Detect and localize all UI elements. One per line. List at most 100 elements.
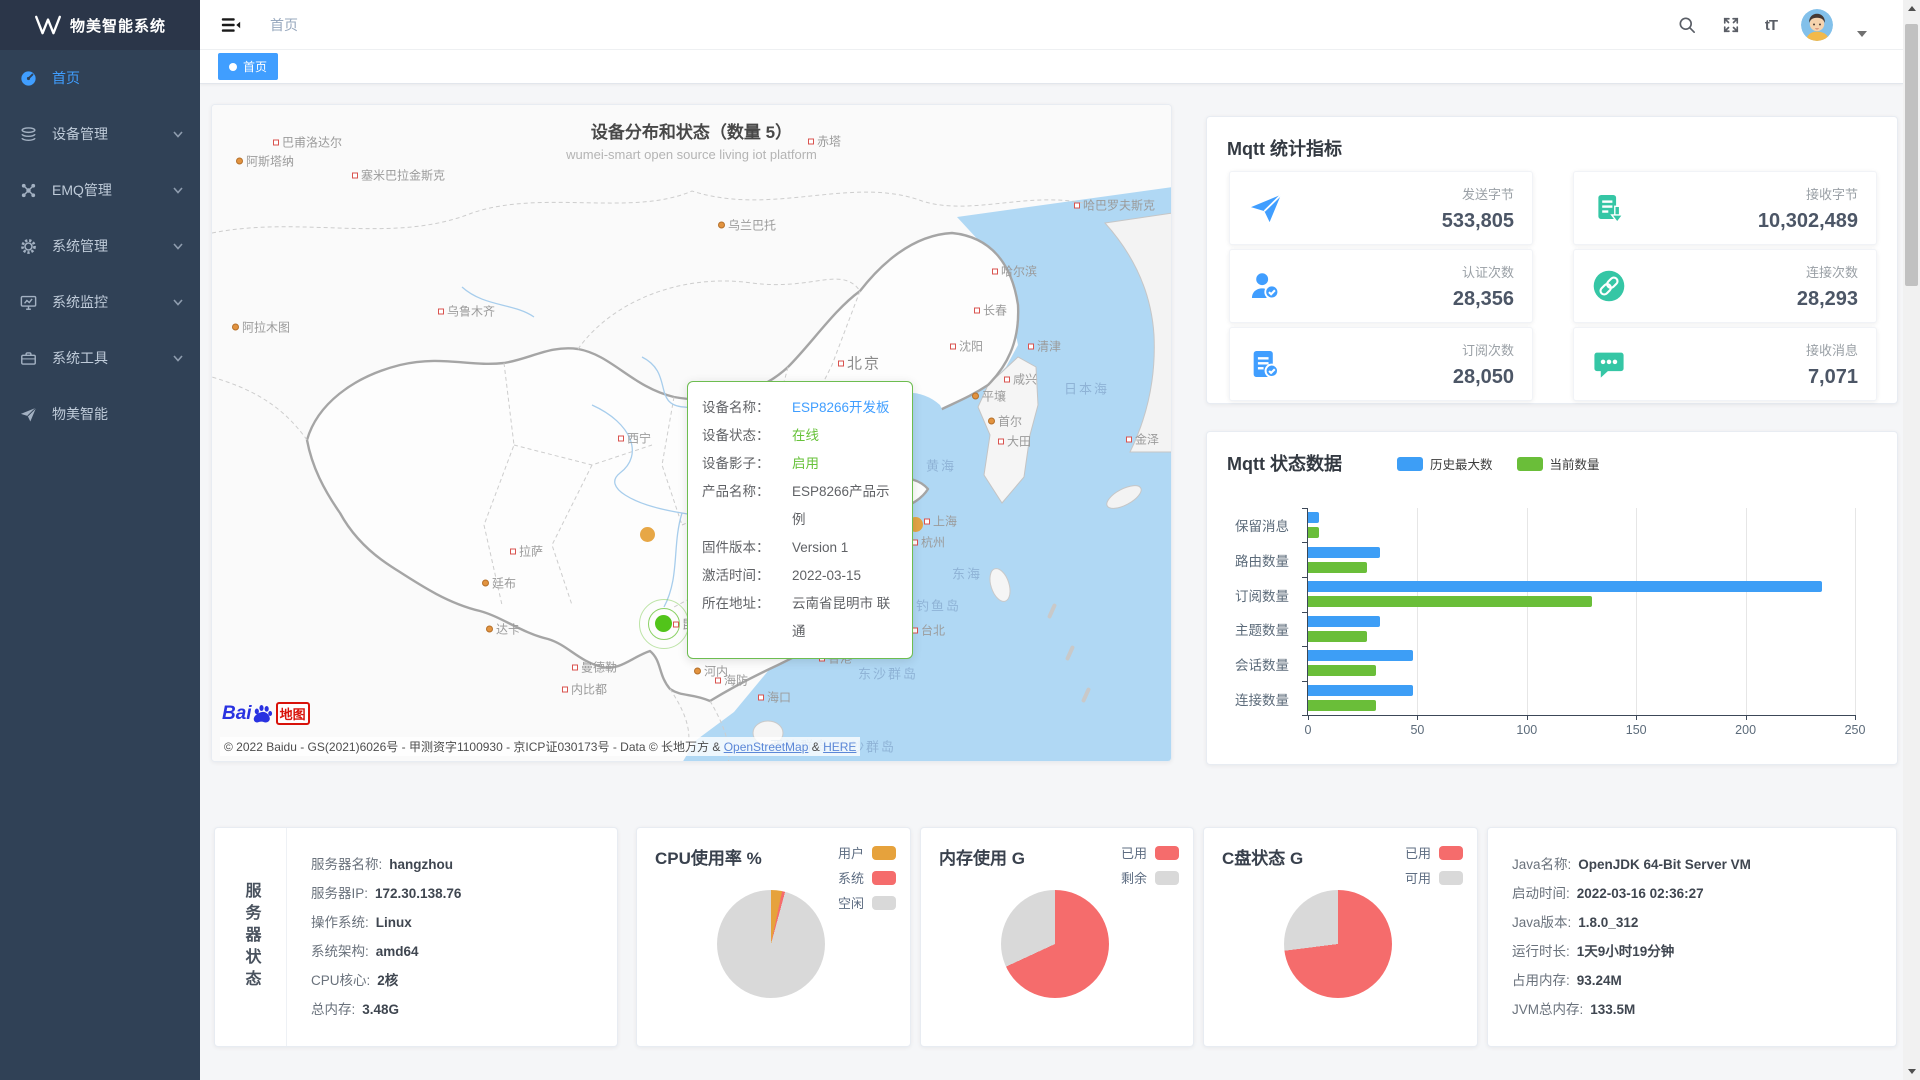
breadcrumb[interactable]: 首页 (270, 16, 298, 33)
capital-marker (718, 221, 725, 229)
here-link[interactable]: HERE (823, 740, 857, 754)
baidu-paw-icon (253, 704, 273, 723)
tooltip-label: 产品名称： (702, 484, 770, 499)
legend-item-系统[interactable]: 系统 (838, 865, 896, 890)
device-map-panel: 设备分布和状态（数量 5） wumei-smart open source li… (211, 104, 1172, 762)
y-tick (1302, 542, 1307, 544)
disk-status-panel: C盘状态 G 已用 可用 (1203, 827, 1478, 1047)
city-marker (924, 518, 930, 524)
gridline (1636, 508, 1638, 715)
bar-当前数量-订阅数量 (1308, 596, 1593, 608)
map-label-北京: 北京 (838, 353, 881, 374)
stat-card-认证次数: 认证次数 28,356 (1229, 249, 1533, 323)
paper-plane-icon (18, 404, 38, 424)
tooltip-value[interactable]: ESP8266开发板 (792, 400, 890, 415)
send-icon (1248, 190, 1284, 226)
bar-当前数量-连接数量 (1308, 699, 1376, 711)
legend-label: 历史最大数 (1430, 458, 1493, 472)
java-info-list: Java名称: OpenJDK 64-Bit Server VM 启动时间: 2022… (1512, 850, 1884, 1024)
server-status-title: 服务器状态 (215, 828, 287, 1046)
tooltip-row: 所在地址： 云南省昆明市 联通 (702, 590, 898, 646)
info-value: hangzhou (389, 857, 454, 872)
stat-value: 10,302,489 (1757, 209, 1858, 232)
baidu-maps-logo[interactable]: Bai 地图 (222, 702, 310, 725)
map-label-东海: 东海 (952, 564, 982, 583)
doc-check-icon (1248, 347, 1282, 381)
sidebar-item-系统管理[interactable]: 系统管理 (0, 218, 200, 274)
layers-icon (18, 124, 38, 144)
device-marker-0[interactable] (640, 527, 655, 542)
sidebar-item-首页[interactable]: 首页 (0, 50, 200, 106)
bar-当前数量-会话数量 (1308, 665, 1376, 677)
page-scrollbar[interactable] (1903, 0, 1920, 1080)
legend-item-历史最大数[interactable]: 历史最大数 (1397, 454, 1493, 473)
scroll-down-arrow[interactable] (1903, 1063, 1920, 1080)
osm-link[interactable]: OpenStreetMap (723, 740, 809, 754)
map-label-text: 杭州 (921, 535, 946, 550)
chevron-down-icon (172, 240, 184, 252)
app-logo[interactable]: 物美智能系统 (0, 0, 200, 50)
sidebar-item-系统工具[interactable]: 系统工具 (0, 330, 200, 386)
sidebar-toggle-icon[interactable] (220, 14, 242, 36)
legend-item-可用[interactable]: 可用 (1405, 865, 1463, 890)
tooltip-row: 激活时间： 2022-03-15 (702, 562, 898, 590)
avatar[interactable] (1801, 9, 1833, 41)
search-icon[interactable] (1677, 15, 1697, 35)
legend-item-空闲[interactable]: 空闲 (838, 890, 896, 915)
legend-item-剩余[interactable]: 剩余 (1121, 865, 1179, 890)
attribution-sep: & (808, 740, 824, 754)
map-label-text: 大田 (1007, 434, 1032, 449)
tag-label: 首页 (243, 60, 268, 74)
scroll-up-arrow[interactable] (1903, 0, 1920, 17)
category-label-连接数量: 连接数量 (1235, 692, 1289, 708)
legend-item-当前数量[interactable]: 当前数量 (1516, 454, 1600, 473)
app-title: 物美智能系统 (69, 17, 166, 35)
tag-首页[interactable]: 首页 (218, 53, 279, 80)
sidebar-item-设备管理[interactable]: 设备管理 (0, 106, 200, 162)
legend-swatch (872, 845, 896, 860)
gridline (1745, 508, 1747, 715)
legend-item-已用[interactable]: 已用 (1405, 840, 1463, 865)
legend-item-已用[interactable]: 已用 (1121, 840, 1179, 865)
info-label: 服务器IP: (311, 886, 369, 901)
map-label-text: 清津 (1037, 339, 1062, 354)
map-label-阿拉木图: 阿拉木图 (232, 319, 290, 336)
category-label-保留消息: 保留消息 (1235, 519, 1289, 535)
map-label-text: 东海 (952, 566, 983, 582)
device-marker-online-3[interactable] (655, 615, 672, 632)
info-label: 操作系统: (311, 915, 369, 930)
sidebar-item-系统监控[interactable]: 系统监控 (0, 274, 200, 330)
legend-item-用户[interactable]: 用户 (838, 840, 896, 865)
tooltip-value: Version 1 (792, 540, 849, 555)
tooltip-row: 设备名称： ESP8266开发板 (702, 394, 898, 422)
tags-view-bar: 首页 (200, 50, 1903, 84)
map-label-黄海: 黄海 (926, 456, 956, 475)
fullscreen-icon[interactable] (1721, 15, 1741, 35)
map-label-text: 哈巴罗夫斯克 (1083, 198, 1156, 213)
bar-group-订阅数量 (1308, 577, 1855, 612)
map-label-text: 北京 (847, 355, 882, 373)
category-label-订阅数量: 订阅数量 (1235, 588, 1289, 604)
tooltip-value: ESP8266产品示例 (792, 484, 890, 527)
bar-历史最大数-保留消息 (1308, 512, 1319, 524)
city-marker (572, 664, 578, 670)
stat-label: 连接次数 (1805, 264, 1858, 280)
sidebar-item-EMQ管理[interactable]: EMQ管理 (0, 162, 200, 218)
info-label: 系统架构: (311, 944, 369, 959)
map-label-text: 哈尔滨 (1001, 264, 1038, 279)
chevron-down-icon[interactable] (1857, 31, 1867, 37)
bar-当前数量-保留消息 (1308, 527, 1319, 539)
x-tick (1308, 715, 1309, 720)
sidebar-item-物美智能[interactable]: 物美智能 (0, 386, 200, 442)
city-marker (1074, 202, 1080, 208)
scrollbar-thumb[interactable] (1905, 24, 1918, 286)
font-size-icon[interactable]: tT (1764, 16, 1778, 34)
stat-label: 接收字节 (1805, 186, 1858, 202)
java-info-panel: Java名称: OpenJDK 64-Bit Server VM 启动时间: 2022… (1487, 827, 1897, 1047)
y-tick (1302, 576, 1307, 578)
capital-marker (236, 157, 243, 165)
map-label-text: 上海 (933, 514, 958, 529)
map-label-text: 达卡 (496, 622, 521, 637)
legend-swatch (1397, 456, 1423, 471)
tooltip-label: 设备状态： (702, 428, 770, 443)
